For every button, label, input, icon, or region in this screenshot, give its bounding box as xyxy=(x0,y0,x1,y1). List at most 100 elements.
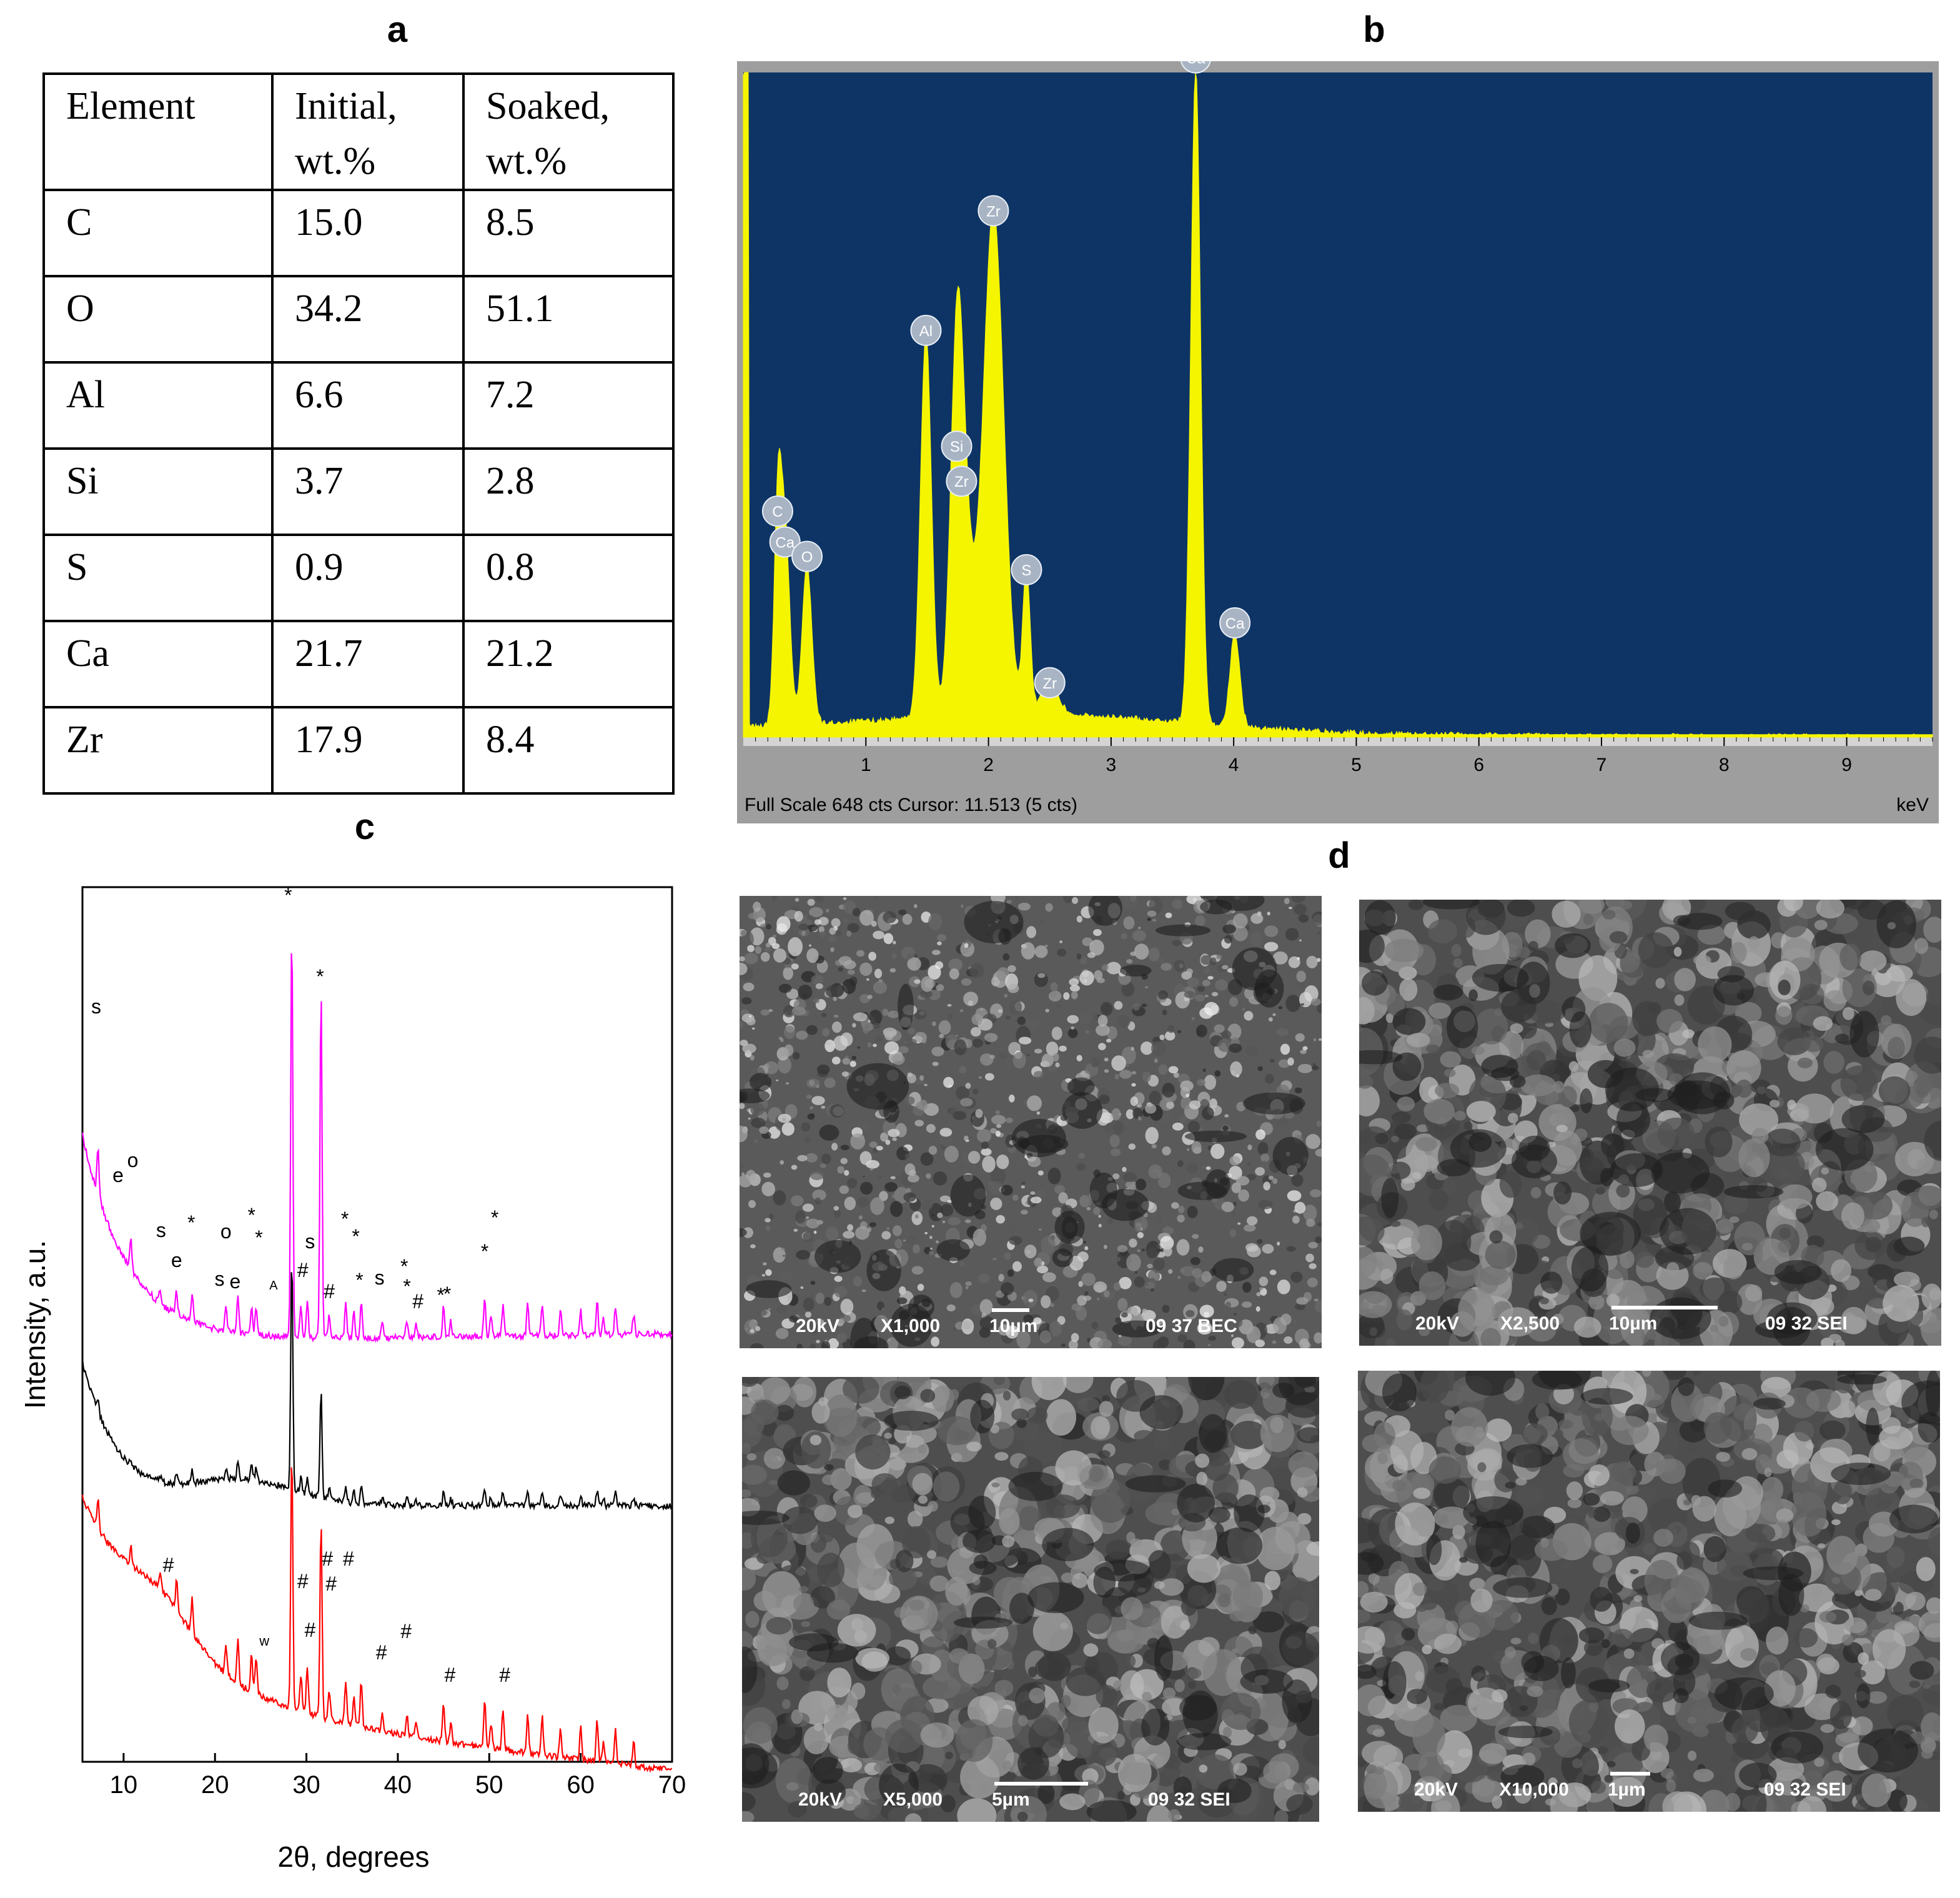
xrd-phase-marker: o xyxy=(127,1149,139,1171)
table-cell: S xyxy=(42,534,274,622)
xrd-x-tick-label: 40 xyxy=(384,1771,412,1799)
eds-x-axis-label: keV xyxy=(1896,795,1929,815)
table-row: S 0.9 0.8 xyxy=(42,534,675,622)
table-cell: 0.8 xyxy=(462,534,675,622)
table-cell: Ca xyxy=(42,620,274,708)
table-cell: 3.7 xyxy=(271,447,465,536)
xrd-phase-marker: * xyxy=(248,1204,255,1226)
table-cell: 8.5 xyxy=(462,189,675,277)
sem-image-x10000: 20kV X10,000 1µm 09 32 SEI xyxy=(1358,1371,1940,1812)
xrd-series-line xyxy=(81,1272,673,1511)
eds-x-tick-label: 3 xyxy=(1106,755,1117,775)
xrd-phase-marker: # xyxy=(163,1554,174,1576)
sem-scale-label: 10µm xyxy=(1609,1313,1658,1334)
xrd-phase-marker: # xyxy=(322,1548,333,1570)
xrd-phase-marker: # xyxy=(343,1548,354,1570)
sem-info-label: 09 32 SEI xyxy=(1764,1779,1846,1800)
xrd-x-tick-label: 10 xyxy=(110,1771,138,1799)
xrd-phase-marker: # xyxy=(400,1620,412,1642)
xrd-x-axis-label: 2θ, degrees xyxy=(278,1841,430,1873)
xrd-phase-marker: * xyxy=(316,965,324,988)
xrd-phase-marker: # xyxy=(412,1290,423,1313)
eds-peak-marker: Ca xyxy=(1180,61,1211,74)
eds-status-text: Full Scale 648 cts Cursor: 11.513 (5 cts… xyxy=(745,795,1077,815)
xrd-phase-marker: A xyxy=(269,1279,278,1293)
table-row: Ca 21.7 21.2 xyxy=(42,620,675,708)
table-cell: Al xyxy=(42,361,274,450)
eds-spectrum-group xyxy=(743,72,1933,738)
eds-peak-label: S xyxy=(1021,562,1031,579)
eds-peak-marker: C xyxy=(761,495,793,527)
xrd-phase-marker: * xyxy=(400,1255,408,1278)
eds-peak-marker: Ca xyxy=(769,526,801,558)
table-cell: 15.0 xyxy=(271,189,465,277)
xrd-phase-marker: * xyxy=(443,1283,451,1305)
eds-x-tick-label: 1 xyxy=(861,755,871,775)
eds-peak-marker: Zr xyxy=(978,195,1009,227)
table-cell: 21.7 xyxy=(271,620,465,708)
xrd-phase-marker: s xyxy=(91,995,101,1018)
xrd-series-line xyxy=(81,1467,673,1774)
sem-magnification-label: X10,000 xyxy=(1499,1779,1569,1800)
eds-peak-label: Zr xyxy=(1042,675,1057,692)
sem-scale-bar xyxy=(994,1782,1088,1786)
eds-peak-label: C xyxy=(772,504,783,520)
eds-peak-label: Ca xyxy=(775,534,794,551)
xrd-phase-marker: * xyxy=(403,1275,410,1298)
xrd-phase-marker: * xyxy=(284,884,292,907)
sem-texture xyxy=(1359,900,1941,1346)
panel-label-d: d xyxy=(1328,835,1350,876)
xrd-x-tick-label: 70 xyxy=(658,1771,686,1799)
eds-peak-label: Ca xyxy=(1225,615,1245,632)
xrd-x-tick-label: 30 xyxy=(292,1771,320,1799)
sem-info-label: 09 37 BEC xyxy=(1146,1316,1237,1336)
xrd-x-axis: 10 20 30 40 50 60 70 xyxy=(110,1753,686,1799)
table-cell: C xyxy=(42,189,274,277)
xrd-phase-marker: # xyxy=(324,1280,335,1303)
xrd-phase-marker: s xyxy=(305,1230,315,1253)
eds-x-tick-label: 7 xyxy=(1596,755,1607,775)
sem-voltage-label: 20kV xyxy=(1414,1779,1458,1800)
eds-peak-label: Ca xyxy=(1186,61,1205,67)
sem-info-label: 09 32 SEI xyxy=(1765,1313,1848,1334)
panel-label-a: a xyxy=(387,9,408,50)
xrd-phase-marker: # xyxy=(499,1664,510,1686)
table-cell: 17.9 xyxy=(271,706,465,795)
xrd-phase-marker: # xyxy=(376,1641,387,1664)
eds-peak-marker: O xyxy=(791,540,823,572)
table-cell: 7.2 xyxy=(462,361,675,450)
sem-voltage-label: 20kV xyxy=(796,1316,840,1336)
composition-table: Element Initial, wt.% Soaked, wt.% C 15.0 8.5… xyxy=(42,72,675,795)
eds-x-tick-label: 5 xyxy=(1351,755,1362,775)
eds-peak-label: O xyxy=(801,549,813,566)
eds-peak-label: Si xyxy=(950,439,963,455)
eds-x-axis: 1 2 3 4 5 6 7 8 9 xyxy=(755,737,1933,775)
sem-scale-label: 5µm xyxy=(992,1789,1030,1810)
table-row: O 34.2 51.1 xyxy=(42,275,675,364)
table-cell: 21.2 xyxy=(462,620,675,708)
xrd-phase-marker: * xyxy=(481,1240,488,1263)
eds-peak-marker: Ca xyxy=(1219,607,1251,639)
sem-voltage-label: 20kV xyxy=(1415,1313,1460,1334)
xrd-phase-marker: s xyxy=(375,1266,385,1289)
eds-peak-label: Al xyxy=(919,323,933,340)
table-cell: 34.2 xyxy=(271,275,465,364)
eds-peak-marker: S xyxy=(1011,554,1042,585)
table-header-cell: Element xyxy=(42,72,274,191)
xrd-phase-marker: e xyxy=(171,1249,182,1271)
table-row: Al 6.6 7.2 xyxy=(42,361,675,450)
table-header-cell: Soaked, wt.% xyxy=(462,72,675,191)
sem-image-x1000: 20kV X1,000 10µm 09 37 BEC xyxy=(740,896,1322,1348)
xrd-phase-marker: * xyxy=(255,1226,262,1249)
sem-magnification-label: X5,000 xyxy=(883,1789,943,1810)
xrd-phase-marker: w xyxy=(259,1633,269,1649)
xrd-phase-marker: s xyxy=(156,1219,166,1241)
xrd-phase-marker: # xyxy=(297,1570,309,1592)
xrd-phase-marker: # xyxy=(305,1619,316,1641)
xrd-phase-marker: * xyxy=(341,1208,349,1230)
table-cell: O xyxy=(42,275,274,364)
table-header-cell: Initial, wt.% xyxy=(271,72,465,191)
sem-image-x5000: 20kV X5,000 5µm 09 32 SEI xyxy=(742,1377,1319,1822)
